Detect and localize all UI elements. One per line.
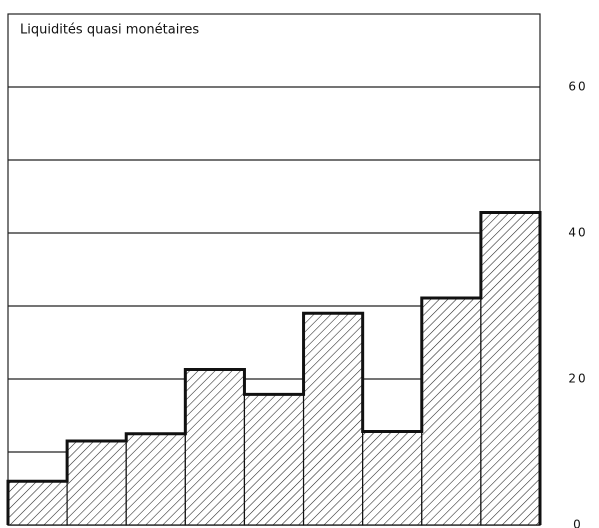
bar xyxy=(184,368,246,526)
bar-outline xyxy=(6,211,542,525)
bar xyxy=(302,312,364,526)
y-tick-label: 0 xyxy=(573,518,583,528)
y-tick-label: 20 xyxy=(568,372,587,386)
y-tick-label: 60 xyxy=(568,80,587,94)
bar xyxy=(243,393,305,526)
chart-title: Liquidités quasi monétaires xyxy=(20,23,199,38)
bar xyxy=(421,297,482,526)
bar xyxy=(7,480,68,526)
bar xyxy=(480,211,541,526)
y-tick-label: 40 xyxy=(568,226,587,240)
bar xyxy=(362,430,423,526)
bar xyxy=(66,440,127,526)
bar xyxy=(125,433,186,526)
